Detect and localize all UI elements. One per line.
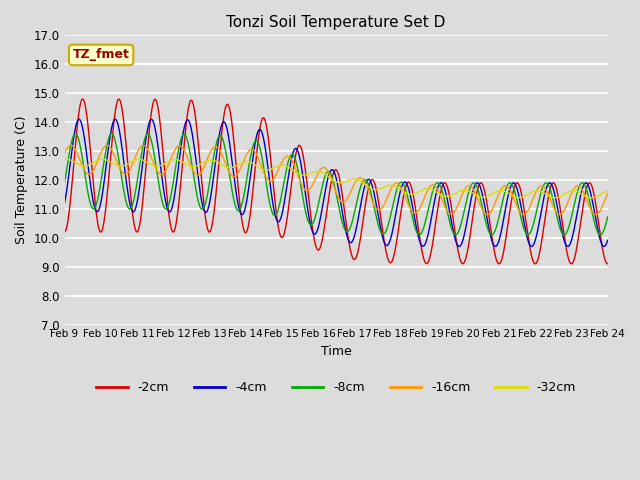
- Legend: -2cm, -4cm, -8cm, -16cm, -32cm: -2cm, -4cm, -8cm, -16cm, -32cm: [92, 376, 581, 399]
- Y-axis label: Soil Temperature (C): Soil Temperature (C): [15, 116, 28, 244]
- Text: TZ_fmet: TZ_fmet: [73, 48, 129, 61]
- X-axis label: Time: Time: [321, 345, 351, 358]
- Title: Tonzi Soil Temperature Set D: Tonzi Soil Temperature Set D: [227, 15, 446, 30]
